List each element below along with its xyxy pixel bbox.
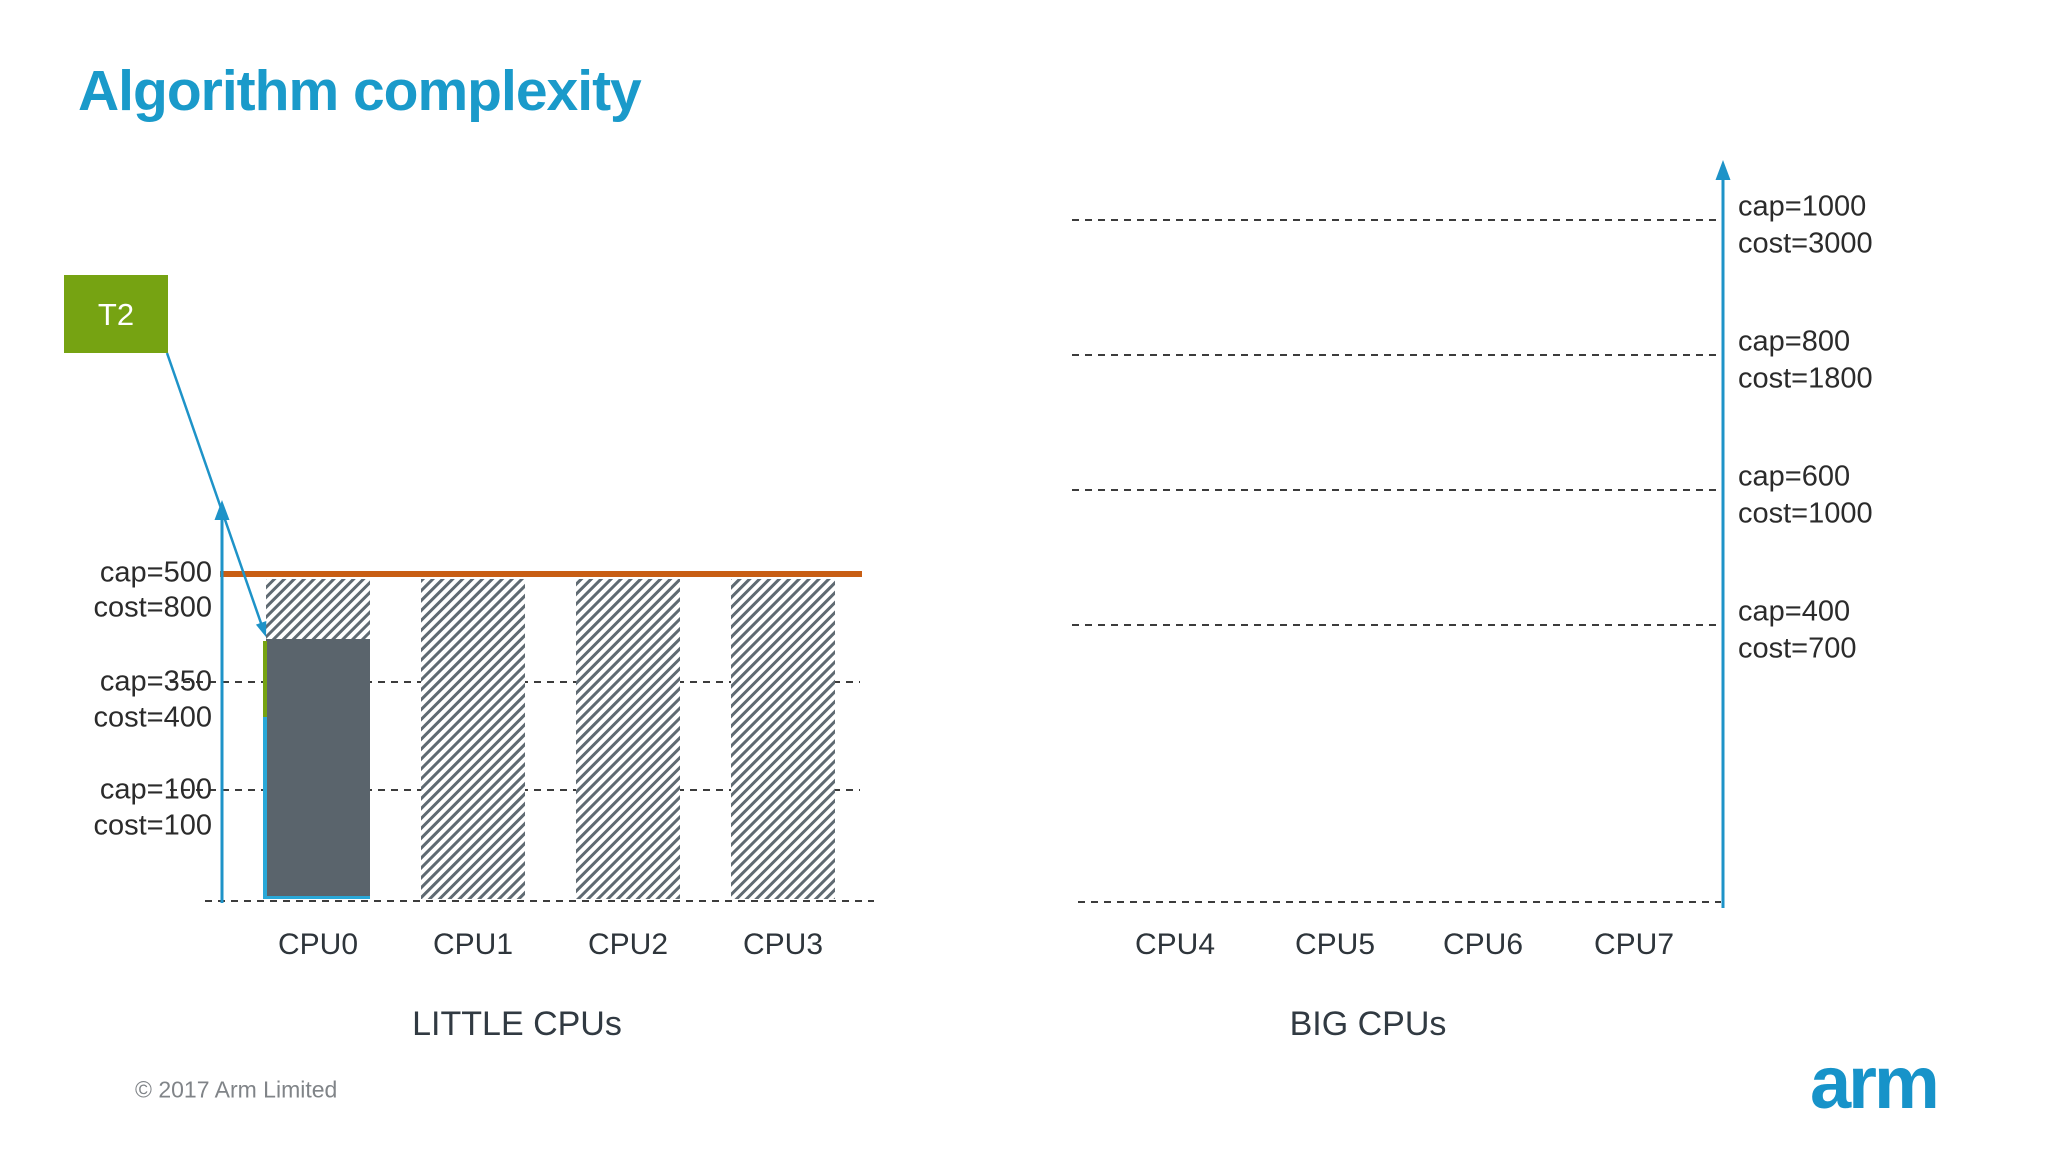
big-cap400-label: cap=400 xyxy=(1738,595,1851,628)
little-bar-cpu1-hatched xyxy=(421,579,525,899)
big-cpu4-label: CPU4 xyxy=(1134,928,1216,961)
big-cpu5-label: CPU5 xyxy=(1294,928,1376,961)
little-bar-cpu0-utilization xyxy=(266,639,370,899)
copyright-footer: © 2017 Arm Limited xyxy=(135,1076,338,1103)
little-bar-cpu0-hatched xyxy=(266,579,370,639)
little-cap100-label: cap=100 xyxy=(99,773,212,806)
little-cost100-label: cost=100 xyxy=(93,809,212,842)
little-cost400-label: cost=400 xyxy=(93,701,212,734)
little-cost800-label: cost=800 xyxy=(93,591,212,624)
big-cost1000-label: cost=1000 xyxy=(1738,497,1873,530)
big-y-axis-arrowhead xyxy=(1715,160,1731,180)
little-cpu2-label: CPU2 xyxy=(587,928,669,961)
little-bar-cpu2-hatched xyxy=(576,579,680,899)
little-bar-cpu3-hatched xyxy=(731,579,835,899)
big-cap600-label: cap=600 xyxy=(1738,460,1851,493)
little-cap500-label: cap=500 xyxy=(99,556,212,589)
big-cpu6-label: CPU6 xyxy=(1442,928,1524,961)
big-cost1800-label: cost=1800 xyxy=(1738,362,1873,395)
little-cpu3-label: CPU3 xyxy=(742,928,824,961)
big-cpu7-label: CPU7 xyxy=(1593,928,1675,961)
arm-logo: arm xyxy=(1810,1041,1940,1124)
little-cpu1-label: CPU1 xyxy=(432,928,514,961)
little-cpu0-label: CPU0 xyxy=(277,928,359,961)
t2-leader-line xyxy=(165,352,264,627)
cpu0-task-edge-cyan xyxy=(263,717,267,899)
task-t2-label: T2 xyxy=(97,296,135,332)
little-cpus-caption: LITTLE CPUs xyxy=(412,1005,622,1043)
cpu0-bottom-edge-cyan xyxy=(266,896,370,899)
little-cap350-label: cap=350 xyxy=(99,665,212,698)
big-cap800-label: cap=800 xyxy=(1738,325,1851,358)
page-title: Algorithm complexity xyxy=(78,59,642,123)
cpu0-task-edge-green xyxy=(263,641,267,717)
little-cap500-highlight-line xyxy=(220,571,862,577)
big-cost3000-label: cost=3000 xyxy=(1738,227,1873,260)
big-cap1000-label: cap=1000 xyxy=(1738,190,1867,223)
task-t2-box: T2 xyxy=(64,275,168,353)
big-cpus-caption: BIG CPUs xyxy=(1289,1005,1447,1043)
t2-leader-arrowhead xyxy=(255,621,267,637)
big-cost700-label: cost=700 xyxy=(1738,632,1857,665)
